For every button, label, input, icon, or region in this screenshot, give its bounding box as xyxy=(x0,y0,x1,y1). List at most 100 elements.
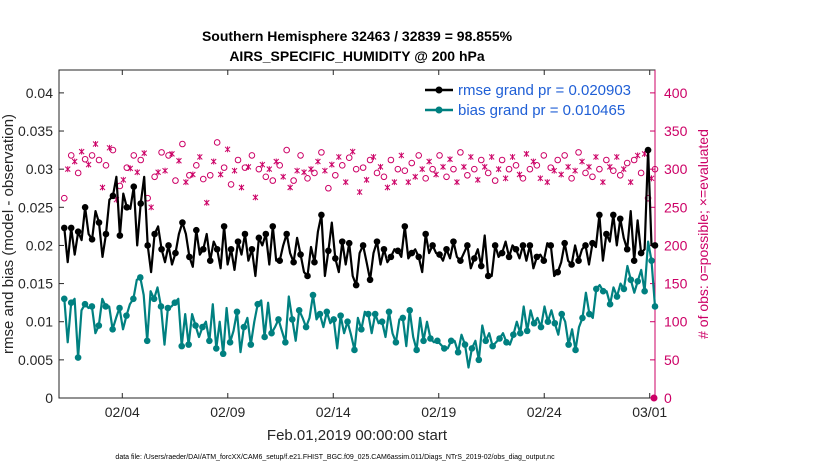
bias-point xyxy=(503,339,510,346)
obs-count-markers xyxy=(60,139,659,402)
obs-possible-point xyxy=(283,146,290,154)
obs-possible-point xyxy=(234,156,242,164)
bias-point xyxy=(254,300,262,308)
rmse-point xyxy=(589,239,596,247)
obs-evaluated-point xyxy=(384,184,391,191)
obs-evaluated-point xyxy=(85,161,92,168)
rmse-point xyxy=(352,281,360,289)
obs-evaluated-point xyxy=(516,171,523,178)
rmse-point xyxy=(436,251,443,258)
obs-possible-point xyxy=(610,167,617,174)
obs-possible-point xyxy=(630,156,638,164)
left-y-tick-label: 0.035 xyxy=(18,123,53,139)
rmse-point xyxy=(610,211,617,219)
obs-evaluated-point xyxy=(287,184,293,191)
obs-evaluated-point xyxy=(189,171,196,178)
legend-box xyxy=(420,78,650,122)
bias-point xyxy=(102,303,110,310)
bias-point xyxy=(392,339,400,346)
rmse-point xyxy=(290,258,297,266)
obs-evaluated-point xyxy=(579,158,585,165)
rmse-point xyxy=(241,230,249,238)
obs-evaluated-point xyxy=(370,153,377,160)
obs-evaluated-point xyxy=(224,146,231,153)
legend-rmse-marker xyxy=(435,86,443,94)
rmse-point xyxy=(616,215,624,223)
rmse-point xyxy=(408,249,416,257)
obs-possible-point xyxy=(651,165,659,173)
bias-point xyxy=(558,310,566,318)
bias-point xyxy=(309,291,317,299)
obs-possible-point xyxy=(450,165,457,173)
rmse-point xyxy=(311,258,318,266)
right-y-tick-label: 250 xyxy=(664,199,688,215)
rmse-point xyxy=(165,242,172,249)
obs-evaluated-point xyxy=(502,175,509,182)
rmse-point xyxy=(637,249,645,257)
obs-evaluated-point xyxy=(71,158,78,165)
bias-point xyxy=(302,323,310,331)
legend: rmse grand pr = 0.020903 bias grand pr =… xyxy=(420,78,650,122)
bias-point xyxy=(164,304,172,312)
obs-evaluated-point xyxy=(328,161,335,168)
obs-possible-point xyxy=(352,165,360,173)
obs-possible-point xyxy=(206,171,214,179)
obs-evaluated-point xyxy=(92,140,99,147)
obs-evaluated-point xyxy=(572,167,578,174)
bias-point xyxy=(240,323,248,331)
obs-possible-point xyxy=(332,171,339,179)
rmse-point xyxy=(206,257,214,264)
obs-possible-point xyxy=(484,169,492,177)
obs-possible-point xyxy=(603,156,610,164)
rmse-point xyxy=(234,238,242,245)
rmse-point xyxy=(644,146,652,154)
bias-point xyxy=(95,322,103,329)
rmse-point xyxy=(505,253,513,261)
obs-possible-point xyxy=(373,169,381,177)
obs-evaluated-point xyxy=(78,148,85,155)
obs-evaluated-point xyxy=(606,163,613,170)
bias-point xyxy=(143,337,151,345)
rmse-point xyxy=(283,230,290,238)
obs-evaluated-point xyxy=(586,163,592,170)
bias-point xyxy=(627,276,635,284)
obs-possible-point xyxy=(512,162,520,169)
bias-point xyxy=(136,274,144,281)
bias-point xyxy=(413,346,420,354)
obs-possible-point xyxy=(165,152,172,159)
obs-possible-point xyxy=(380,173,388,181)
bias-point xyxy=(482,337,490,345)
rmse-point xyxy=(422,230,429,238)
bias-point xyxy=(275,316,282,323)
bias-point xyxy=(544,318,552,326)
obs-evaluated-point xyxy=(551,167,558,174)
left-y-tick-label: 0 xyxy=(45,390,53,406)
bias-point xyxy=(67,299,75,306)
obs-evaluated-point xyxy=(315,158,321,165)
left-y-axis-label: rmse and bias (model - observation) xyxy=(0,114,17,354)
obs-possible-point xyxy=(582,169,589,177)
rmse-point xyxy=(144,242,151,249)
obs-possible-point xyxy=(199,175,207,183)
rmse-point xyxy=(450,238,457,245)
rmse-point xyxy=(262,230,270,238)
obs-evaluated-point xyxy=(433,171,439,178)
rmse-point xyxy=(255,234,263,242)
x-tick-label: 02/09 xyxy=(210,404,245,420)
obs-possible-point xyxy=(443,173,450,181)
obs-evaluated-point xyxy=(474,176,481,183)
x-tick-label: 03/01 xyxy=(632,404,667,420)
rmse-point xyxy=(213,245,221,253)
obs-possible-point xyxy=(589,173,596,181)
bias-point xyxy=(489,342,496,350)
obs-evaluated-point xyxy=(238,184,245,191)
right-y-tick-label: 400 xyxy=(664,85,688,101)
obs-evaluated-point xyxy=(148,204,154,211)
bias-point xyxy=(212,345,220,352)
rmse-point xyxy=(88,236,96,243)
rmse-point xyxy=(457,257,464,264)
obs-possible-point xyxy=(366,156,374,164)
obs-evaluated-point xyxy=(106,144,113,151)
obs-possible-point xyxy=(172,177,179,184)
obs-evaluated-point xyxy=(335,153,342,160)
